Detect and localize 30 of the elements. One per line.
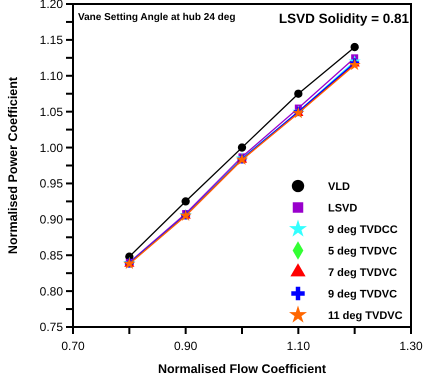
y-tick-label: 1.05 (40, 104, 64, 119)
point (182, 197, 190, 206)
y-tick-label: 1.10 (40, 68, 64, 83)
point (348, 58, 361, 70)
y-tick-label: 0.75 (40, 320, 64, 334)
legend-label: 7 deg TVDVC (328, 266, 398, 279)
y-tick-label: 0.90 (40, 212, 64, 227)
x-tick-label: 0.90 (174, 339, 198, 353)
y-tick-label: 1.20 (40, 0, 64, 12)
legend-label: VLD (328, 180, 350, 193)
legend-label: 9 deg TVDCC (328, 224, 398, 236)
point (238, 143, 246, 152)
y-tick-label: 0.95 (40, 176, 64, 191)
legend-label: 5 deg TVDVC (328, 245, 398, 258)
annotation: Vane Setting Angle at hub 24 deg (78, 12, 236, 23)
y-tick-label: 0.85 (40, 248, 64, 262)
x-tick-label: 1.10 (286, 339, 310, 353)
y-tick-label: 1.15 (40, 33, 64, 48)
legend-label: LSVD (328, 202, 358, 214)
x-axis-title: Normalised Flow Coefficient (158, 362, 327, 376)
legend-label: 11 deg TVDVC (328, 310, 403, 322)
x-tick-label: 0.70 (61, 339, 85, 353)
x-tick-label: 1.30 (399, 339, 423, 353)
y-tick-label: 0.80 (40, 284, 64, 298)
point (294, 90, 302, 98)
y-tick-label: 1.00 (40, 140, 64, 155)
annotation: LSVD Solidity = 0.81 (278, 11, 410, 26)
point (350, 42, 359, 52)
legend-label: 9 deg TVDVC (328, 288, 398, 300)
y-axis-title: Normalised Power Coefficient (6, 76, 20, 254)
